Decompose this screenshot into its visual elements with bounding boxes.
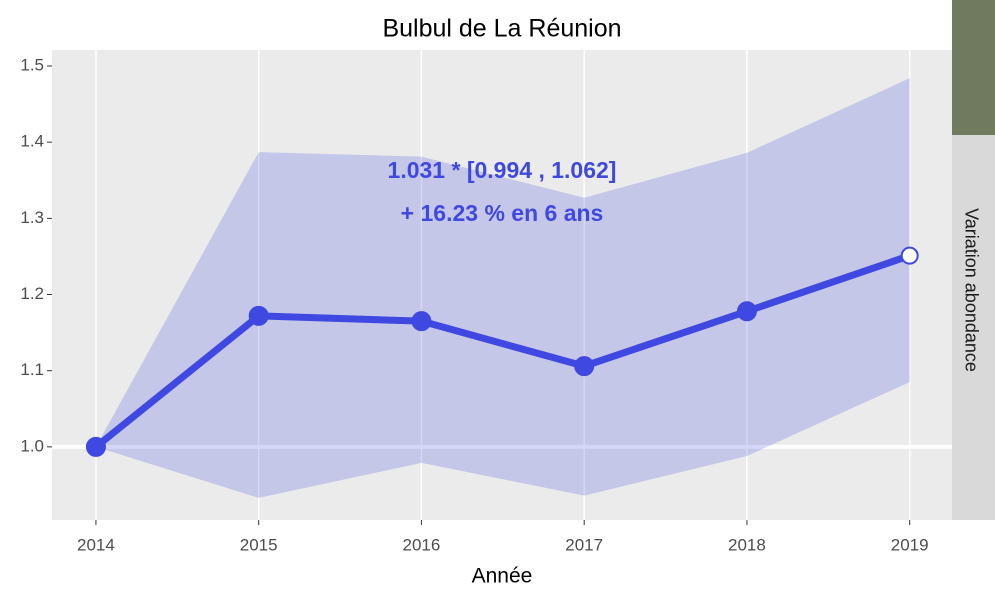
y-tick-label: 1.0 bbox=[20, 436, 44, 455]
point bbox=[574, 356, 595, 377]
annotation: 1.031 * [0.994 , 1.062] bbox=[388, 157, 617, 183]
y-tick-label: 1.3 bbox=[20, 208, 44, 227]
annotation: + 16.23 % en 6 ans bbox=[401, 200, 604, 226]
strip-label: Variation abondance bbox=[961, 208, 981, 372]
y-tick-label: 1.1 bbox=[20, 360, 44, 379]
x-axis-label: Année bbox=[472, 565, 533, 588]
line bbox=[93, 252, 911, 450]
chart-title: Bulbul de La Réunion bbox=[382, 15, 621, 43]
x-tick-label: 2016 bbox=[403, 535, 441, 554]
x-tick-label: 2018 bbox=[728, 535, 766, 554]
x-tick-label: 2019 bbox=[891, 535, 929, 554]
panel bbox=[52, 50, 952, 520]
x-tick-label: 2014 bbox=[77, 535, 115, 554]
confidence-band bbox=[95, 78, 910, 498]
point bbox=[85, 436, 106, 457]
strip bbox=[952, 135, 995, 520]
y-tick-label: 1.5 bbox=[20, 55, 44, 74]
x-tick-label: 2015 bbox=[240, 535, 278, 554]
y-tick-label: 1.4 bbox=[20, 132, 44, 151]
point bbox=[736, 301, 757, 322]
point bbox=[248, 305, 269, 326]
y-tick-label: 1.2 bbox=[20, 284, 44, 303]
bird-photo bbox=[952, 0, 995, 135]
x-tick-label: 2017 bbox=[565, 535, 603, 554]
point bbox=[900, 246, 919, 265]
point bbox=[411, 311, 432, 332]
